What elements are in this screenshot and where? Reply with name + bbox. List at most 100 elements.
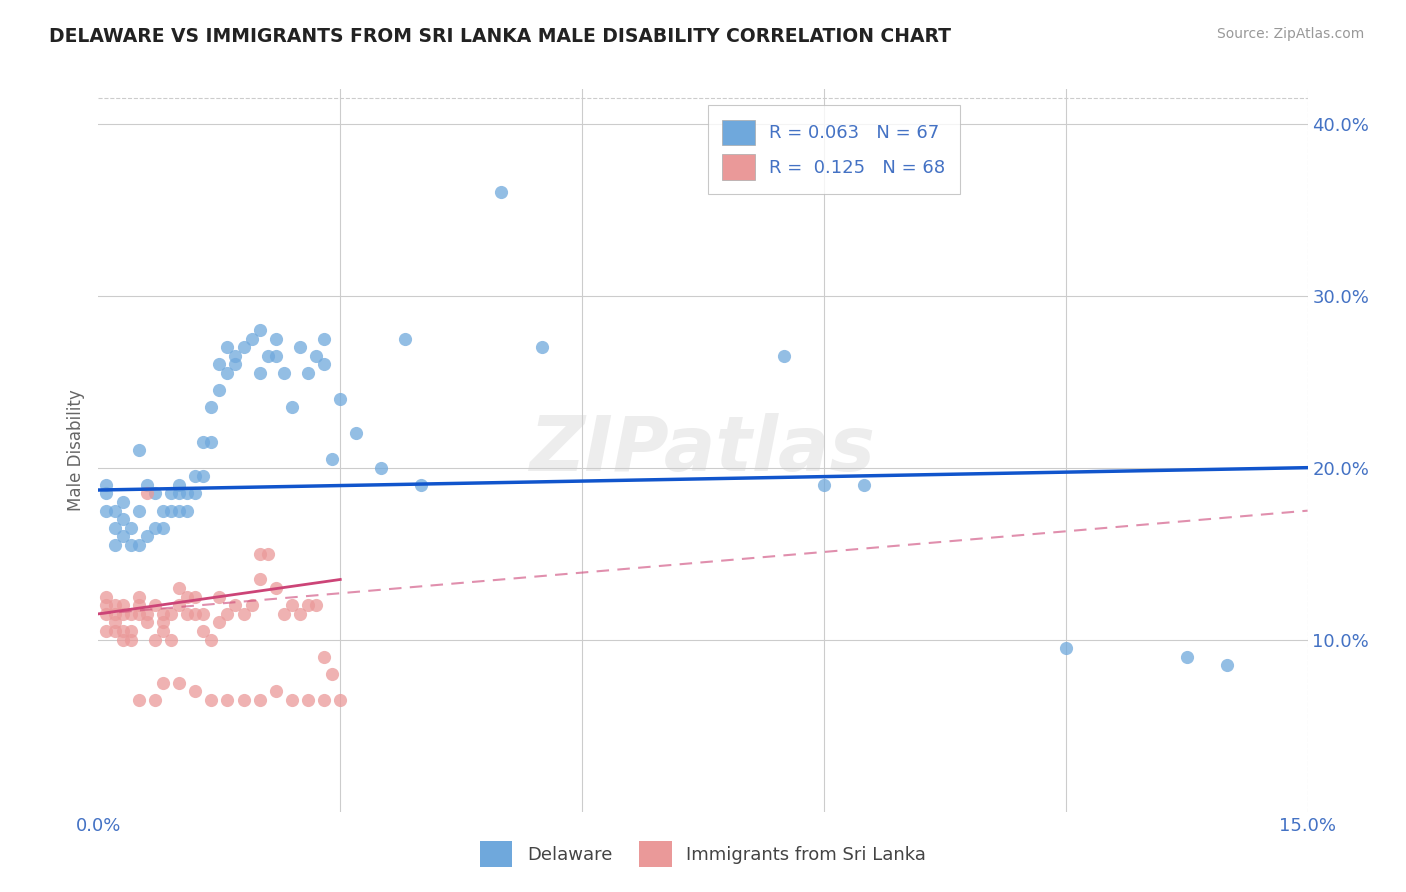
Point	[256, 547, 278, 561]
Point	[217, 366, 239, 380]
Point	[160, 486, 183, 500]
Point	[208, 590, 231, 604]
Point	[184, 469, 207, 483]
Point	[184, 590, 207, 604]
Point	[288, 340, 311, 354]
Point	[103, 624, 125, 639]
Point	[143, 632, 166, 647]
Point	[232, 607, 254, 621]
Point	[184, 486, 207, 500]
Point	[224, 358, 246, 372]
Point	[281, 599, 304, 613]
Point	[103, 503, 125, 517]
Point	[240, 599, 263, 613]
Point	[152, 624, 174, 639]
Point	[96, 599, 118, 613]
Point	[135, 615, 157, 630]
Point	[120, 624, 142, 639]
Point	[111, 624, 134, 639]
Point	[329, 392, 352, 406]
Point	[193, 434, 215, 449]
Point	[103, 599, 125, 613]
Point	[103, 538, 125, 552]
Point	[1175, 649, 1198, 664]
Point	[530, 340, 553, 354]
Point	[167, 478, 190, 492]
Point	[120, 632, 142, 647]
Point	[249, 547, 271, 561]
Point	[128, 607, 150, 621]
Point	[103, 521, 125, 535]
Point	[143, 521, 166, 535]
Point	[167, 675, 190, 690]
Point	[96, 590, 118, 604]
Y-axis label: Male Disability: Male Disability	[66, 390, 84, 511]
Point	[193, 624, 215, 639]
Text: Source: ZipAtlas.com: Source: ZipAtlas.com	[1216, 27, 1364, 41]
Point	[111, 632, 134, 647]
Point	[232, 340, 254, 354]
Point	[491, 186, 513, 200]
Point	[167, 503, 190, 517]
Point	[96, 624, 118, 639]
Point	[135, 529, 157, 543]
Point	[772, 349, 794, 363]
Point	[344, 426, 367, 441]
Legend: Delaware, Immigrants from Sri Lanka: Delaware, Immigrants from Sri Lanka	[472, 834, 934, 874]
Point	[329, 693, 352, 707]
Point	[152, 503, 174, 517]
Point	[160, 503, 183, 517]
Point	[111, 512, 134, 526]
Point	[297, 693, 319, 707]
Point	[152, 675, 174, 690]
Point	[314, 332, 336, 346]
Point	[240, 332, 263, 346]
Point	[160, 632, 183, 647]
Point	[184, 607, 207, 621]
Point	[143, 693, 166, 707]
Point	[193, 469, 215, 483]
Point	[200, 434, 222, 449]
Point	[176, 590, 198, 604]
Point	[264, 349, 287, 363]
Point	[96, 607, 118, 621]
Point	[273, 366, 295, 380]
Point	[143, 599, 166, 613]
Point	[305, 599, 328, 613]
Point	[111, 599, 134, 613]
Point	[200, 632, 222, 647]
Point	[1054, 641, 1077, 656]
Point	[321, 452, 343, 467]
Legend: R = 0.063   N = 67, R =  0.125   N = 68: R = 0.063 N = 67, R = 0.125 N = 68	[709, 105, 960, 194]
Point	[160, 607, 183, 621]
Point	[128, 443, 150, 458]
Point	[409, 478, 432, 492]
Point	[1216, 658, 1239, 673]
Point	[208, 358, 231, 372]
Point	[167, 581, 190, 595]
Point	[224, 349, 246, 363]
Point	[96, 503, 118, 517]
Point	[128, 538, 150, 552]
Point	[176, 607, 198, 621]
Point	[321, 667, 343, 681]
Point	[208, 615, 231, 630]
Point	[120, 538, 142, 552]
Point	[305, 349, 328, 363]
Point	[314, 693, 336, 707]
Point	[314, 649, 336, 664]
Point	[135, 478, 157, 492]
Point	[394, 332, 416, 346]
Point	[152, 607, 174, 621]
Point	[200, 401, 222, 415]
Point	[152, 615, 174, 630]
Point	[224, 599, 246, 613]
Point	[128, 503, 150, 517]
Point	[273, 607, 295, 621]
Point	[193, 607, 215, 621]
Point	[111, 529, 134, 543]
Point	[184, 684, 207, 698]
Point	[96, 486, 118, 500]
Point	[120, 607, 142, 621]
Text: ZIPatlas: ZIPatlas	[530, 414, 876, 487]
